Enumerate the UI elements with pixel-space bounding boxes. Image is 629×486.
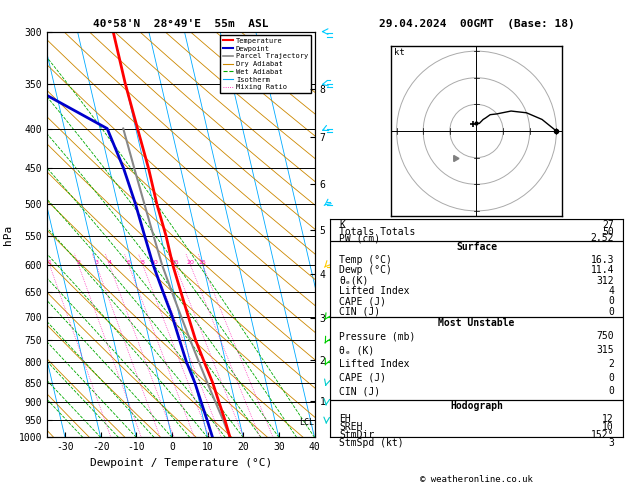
Text: © weatheronline.co.uk: © weatheronline.co.uk — [420, 474, 533, 484]
Text: 2: 2 — [77, 260, 81, 265]
Text: CAPE (J): CAPE (J) — [339, 373, 386, 382]
Text: 4: 4 — [608, 286, 614, 296]
Text: SREH: SREH — [339, 422, 362, 432]
Text: 0: 0 — [608, 386, 614, 397]
Text: 0: 0 — [608, 296, 614, 306]
Text: Dewp (°C): Dewp (°C) — [339, 265, 392, 275]
Text: 15: 15 — [171, 260, 179, 265]
Text: Lifted Index: Lifted Index — [339, 286, 409, 296]
Text: Totals Totals: Totals Totals — [339, 226, 415, 237]
Text: Hodograph: Hodograph — [450, 401, 503, 411]
Text: kt: kt — [394, 49, 404, 57]
Text: 4: 4 — [108, 260, 111, 265]
Text: 1: 1 — [48, 260, 52, 265]
Y-axis label: hPa: hPa — [3, 225, 13, 244]
Text: StmSpd (kt): StmSpd (kt) — [339, 438, 404, 448]
Text: StmDir: StmDir — [339, 430, 374, 440]
Y-axis label: km
ASL: km ASL — [336, 224, 353, 245]
Text: 27: 27 — [602, 220, 614, 230]
Text: 3: 3 — [608, 438, 614, 448]
Text: 2.52: 2.52 — [591, 233, 614, 243]
Text: CIN (J): CIN (J) — [339, 307, 380, 317]
Text: Surface: Surface — [456, 242, 497, 252]
Text: 750: 750 — [596, 331, 614, 341]
Text: 0: 0 — [608, 307, 614, 317]
Text: Lifted Index: Lifted Index — [339, 359, 409, 369]
Text: Most Unstable: Most Unstable — [438, 318, 515, 328]
Text: 10: 10 — [602, 422, 614, 432]
Text: CAPE (J): CAPE (J) — [339, 296, 386, 306]
Text: 29.04.2024  00GMT  (Base: 18): 29.04.2024 00GMT (Base: 18) — [379, 19, 574, 29]
Text: 315: 315 — [596, 345, 614, 355]
Text: θₑ(K): θₑ(K) — [339, 276, 369, 286]
X-axis label: Dewpoint / Temperature (°C): Dewpoint / Temperature (°C) — [90, 458, 272, 468]
Text: EH: EH — [339, 415, 351, 424]
Text: 312: 312 — [596, 276, 614, 286]
Text: 3: 3 — [94, 260, 98, 265]
Text: 152°: 152° — [591, 430, 614, 440]
Text: 8: 8 — [141, 260, 145, 265]
Text: 6: 6 — [127, 260, 131, 265]
Text: CIN (J): CIN (J) — [339, 386, 380, 397]
Text: K: K — [339, 220, 345, 230]
Text: 12: 12 — [602, 415, 614, 424]
Text: 10: 10 — [150, 260, 158, 265]
Text: Temp (°C): Temp (°C) — [339, 255, 392, 265]
Text: 20: 20 — [187, 260, 194, 265]
Text: θₑ (K): θₑ (K) — [339, 345, 374, 355]
Text: 0: 0 — [608, 373, 614, 382]
Text: 11.4: 11.4 — [591, 265, 614, 275]
Text: 50: 50 — [602, 226, 614, 237]
Text: Pressure (mb): Pressure (mb) — [339, 331, 415, 341]
Text: 25: 25 — [199, 260, 207, 265]
Text: 2: 2 — [608, 359, 614, 369]
Text: LCL: LCL — [299, 418, 314, 428]
Legend: Temperature, Dewpoint, Parcel Trajectory, Dry Adiabat, Wet Adiabat, Isotherm, Mi: Temperature, Dewpoint, Parcel Trajectory… — [220, 35, 311, 93]
Title: 40°58'N  28°49'E  55m  ASL: 40°58'N 28°49'E 55m ASL — [93, 19, 269, 30]
Text: PW (cm): PW (cm) — [339, 233, 380, 243]
Text: 16.3: 16.3 — [591, 255, 614, 265]
